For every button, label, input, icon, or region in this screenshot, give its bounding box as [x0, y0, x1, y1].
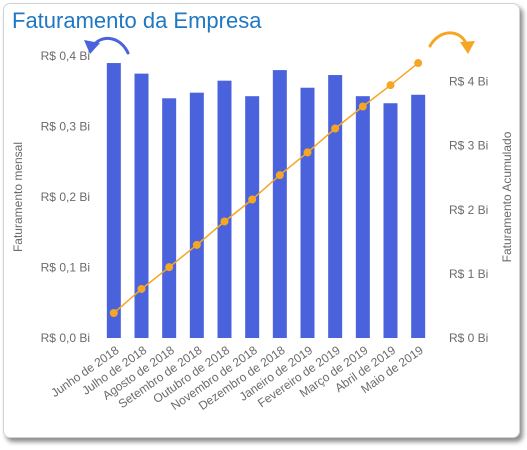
- y-left-axis-title: Faturamento mensal: [11, 142, 25, 252]
- accumulated-point-2: [137, 284, 146, 293]
- y-left-tick-label: R$ 0,3 Bi: [41, 120, 90, 134]
- right-arrow-head-icon: [460, 41, 475, 54]
- y-left-tick-label: R$ 0,4 Bi: [41, 49, 90, 63]
- y-right-tick-label: R$ 3 Bi: [449, 139, 488, 153]
- accumulated-point-1: [109, 309, 118, 318]
- y-right-tick-label: R$ 0 Bi: [449, 331, 488, 345]
- accumulated-point-3: [165, 263, 174, 272]
- y-right-tick-label: R$ 4 Bi: [449, 75, 488, 89]
- bar-9: [328, 75, 343, 338]
- accumulated-point-9: [331, 124, 340, 133]
- left-arrow-head-icon: [84, 40, 100, 54]
- chart-area: R$ 0,0 Bi R$ 0,1 Bi R$ 0,2 Bi R$ 0,3 Bi R$ 0…: [11, 31, 514, 413]
- accumulated-point-8: [303, 148, 312, 157]
- bar-4: [189, 92, 204, 338]
- bar-8: [300, 87, 315, 338]
- y-left-tick-label: R$ 0,1 Bi: [41, 261, 90, 275]
- y-right-tick-label: R$ 1 Bi: [449, 267, 488, 281]
- accumulated-point-6: [248, 195, 257, 204]
- y-left-tick-label: R$ 0,2 Bi: [41, 190, 90, 204]
- accumulated-point-7: [275, 171, 284, 180]
- bar-6: [245, 96, 260, 338]
- bar-10: [355, 96, 370, 338]
- accumulated-point-5: [220, 217, 229, 226]
- bar-12: [411, 94, 426, 339]
- bar-2: [134, 73, 149, 338]
- accumulated-point-11: [386, 81, 395, 90]
- accumulated-line: [113, 62, 419, 314]
- accumulated-point-4: [192, 240, 201, 249]
- y-left-tick-label: R$ 0,0 Bi: [41, 331, 90, 345]
- chart-title: Faturamento da Empresa: [12, 8, 262, 33]
- bar-3: [162, 98, 177, 338]
- chart-card: Faturamento da Empresa R$ 0,0 Bi R$ 0,1 B…: [3, 3, 520, 438]
- y-right-axis-title: Faturamento Acumulado: [500, 131, 514, 262]
- bar-1: [106, 63, 121, 339]
- bar-5: [217, 80, 232, 339]
- y-right-tick-label: R$ 2 Bi: [449, 203, 488, 217]
- accumulated-point-10: [358, 102, 367, 111]
- bar-7: [272, 70, 287, 338]
- accumulated-point-12: [414, 59, 423, 68]
- bar-11: [383, 103, 398, 338]
